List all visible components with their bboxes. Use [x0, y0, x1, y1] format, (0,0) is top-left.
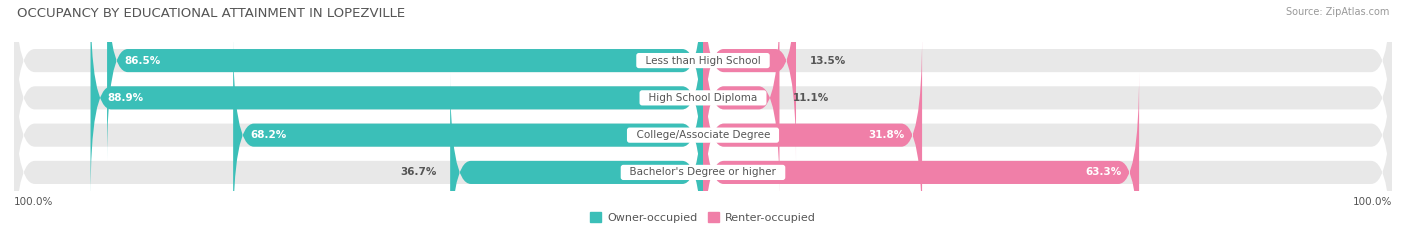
Text: High School Diploma: High School Diploma	[643, 93, 763, 103]
FancyBboxPatch shape	[703, 72, 1392, 233]
Text: 100.0%: 100.0%	[14, 197, 53, 207]
Text: 68.2%: 68.2%	[250, 130, 287, 140]
FancyBboxPatch shape	[14, 35, 703, 233]
FancyBboxPatch shape	[107, 0, 703, 161]
FancyBboxPatch shape	[14, 72, 703, 233]
FancyBboxPatch shape	[703, 35, 1392, 233]
FancyBboxPatch shape	[14, 0, 703, 198]
Text: 36.7%: 36.7%	[399, 168, 436, 177]
Text: College/Associate Degree: College/Associate Degree	[630, 130, 776, 140]
Text: Less than High School: Less than High School	[638, 56, 768, 65]
Legend: Owner-occupied, Renter-occupied: Owner-occupied, Renter-occupied	[586, 208, 820, 227]
Text: Bachelor's Degree or higher: Bachelor's Degree or higher	[623, 168, 783, 177]
Text: 63.3%: 63.3%	[1085, 168, 1122, 177]
FancyBboxPatch shape	[703, 35, 922, 233]
Text: 13.5%: 13.5%	[810, 56, 846, 65]
FancyBboxPatch shape	[703, 0, 796, 161]
FancyBboxPatch shape	[14, 0, 703, 161]
FancyBboxPatch shape	[703, 0, 1392, 161]
Text: 11.1%: 11.1%	[793, 93, 830, 103]
FancyBboxPatch shape	[703, 0, 779, 198]
Text: 100.0%: 100.0%	[1353, 197, 1392, 207]
Text: 88.9%: 88.9%	[108, 93, 143, 103]
Text: 86.5%: 86.5%	[124, 56, 160, 65]
FancyBboxPatch shape	[450, 72, 703, 233]
FancyBboxPatch shape	[703, 72, 1139, 233]
FancyBboxPatch shape	[703, 0, 1392, 198]
FancyBboxPatch shape	[233, 35, 703, 233]
FancyBboxPatch shape	[90, 0, 703, 198]
Text: 31.8%: 31.8%	[869, 130, 905, 140]
Text: Source: ZipAtlas.com: Source: ZipAtlas.com	[1285, 7, 1389, 17]
Text: OCCUPANCY BY EDUCATIONAL ATTAINMENT IN LOPEZVILLE: OCCUPANCY BY EDUCATIONAL ATTAINMENT IN L…	[17, 7, 405, 20]
